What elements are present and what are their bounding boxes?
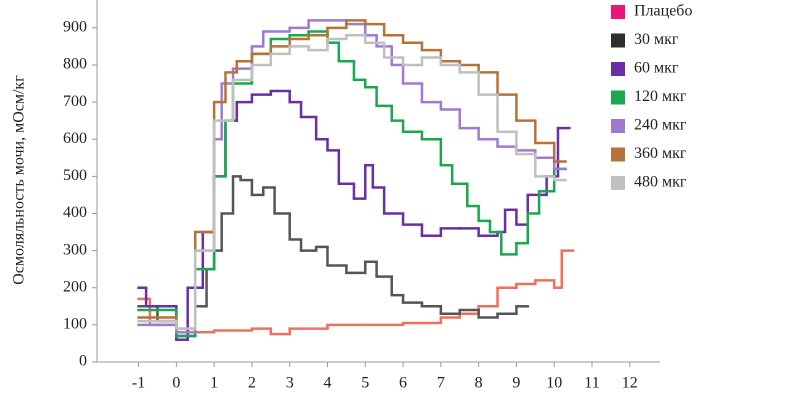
x-tick-label: 2 (248, 375, 256, 392)
x-tick-label: 10 (546, 375, 562, 392)
legend-label: 240 мкг (634, 117, 687, 134)
legend-swatch (611, 33, 625, 48)
x-tick-label: -1 (132, 375, 145, 392)
y-tick-label: 500 (63, 167, 87, 184)
legend-swatch (611, 90, 625, 105)
x-tick-label: 12 (622, 375, 638, 392)
y-tick-label: 200 (63, 278, 87, 295)
x-tick-label: 1 (210, 375, 218, 392)
x-tick-label: 0 (172, 375, 180, 392)
legend-label: 120 мкг (634, 88, 687, 105)
legend-label: 360 мкг (634, 145, 687, 162)
x-tick-label: 7 (437, 375, 445, 392)
y-tick-label: 0 (79, 353, 87, 370)
x-tick-label: 3 (286, 375, 294, 392)
y-tick-label: 800 (63, 56, 87, 73)
legend-swatch (611, 147, 625, 162)
y-tick-label: 100 (63, 316, 87, 333)
legend-label: 480 мкг (634, 174, 687, 191)
x-tick-label: 4 (323, 375, 331, 392)
y-axis-label: Осмоляльность мочи, мОсм/кг (11, 75, 28, 285)
y-tick-label: 600 (63, 130, 87, 147)
x-tick-label: 6 (399, 375, 407, 392)
legend-label: 60 мкг (634, 60, 679, 77)
legend-swatch (611, 5, 625, 19)
legend-label: Плацебо (634, 3, 692, 20)
x-tick-label: 11 (584, 375, 599, 392)
legend-swatch (611, 119, 625, 133)
y-tick-label: 700 (63, 93, 87, 110)
x-tick-label: 5 (361, 375, 369, 392)
y-tick-label: 900 (63, 19, 87, 36)
x-tick-label: 8 (475, 375, 483, 392)
legend-swatch (611, 62, 625, 76)
y-tick-label: 300 (63, 241, 87, 258)
x-tick-label: 9 (512, 375, 520, 392)
legend-label: 30 мкг (634, 31, 679, 48)
y-tick-label: 400 (63, 204, 87, 221)
legend-swatch (611, 176, 625, 190)
